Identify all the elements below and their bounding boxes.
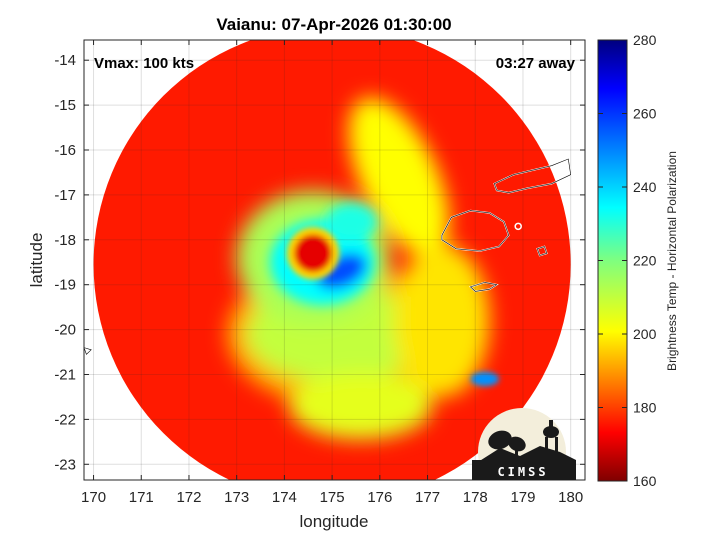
eyewall-north (324, 202, 378, 241)
grid-lines (84, 40, 585, 480)
y-tick-label: -18 (54, 232, 76, 249)
logo-text: CIMSS (497, 465, 548, 479)
y-tick-label: -17 (54, 187, 76, 204)
colorbar-tick-label: 260 (633, 106, 657, 122)
y-tick-label: -22 (54, 411, 76, 428)
y-tick-label: -23 (54, 456, 76, 473)
x-tick-label: 180 (558, 489, 583, 506)
y-tick-label: -21 (54, 366, 76, 383)
y-tick-label: -15 (54, 97, 76, 114)
outer-band-ne (348, 97, 450, 257)
y-tick-label: -14 (54, 52, 76, 69)
coastlines (84, 157, 572, 356)
coastline-vanua-levu-edge (493, 158, 572, 194)
colorbar-label: Brightness Temp - Horizontal Polarizatio… (665, 151, 679, 371)
colorbar-tick-label: 160 (633, 473, 657, 489)
colorbar-tick-label: 200 (633, 326, 657, 342)
x-tick-label: 178 (463, 489, 488, 506)
coastline-ovalau (514, 222, 522, 231)
x-tick-label: 175 (320, 489, 345, 506)
x-tick-label: 176 (367, 489, 392, 506)
coastline-lau-edge (536, 246, 548, 256)
x-axis: 170 171 172 173 174 175 176 177 178 179 180 (81, 40, 583, 506)
convective-cell (470, 371, 500, 387)
cimss-logo: CIMSS (472, 408, 576, 480)
colorbar-tick-label: 180 (633, 400, 657, 416)
eye (286, 227, 340, 280)
x-tick-label: 177 (415, 489, 440, 506)
x-tick-label: 170 (81, 489, 106, 506)
y-axis-label: latitude (27, 233, 46, 288)
axes-box (83, 39, 586, 481)
rainband-far-south (289, 372, 433, 440)
x-tick-label: 172 (176, 489, 201, 506)
colorbar-ticks: 160 180 200 220 240 260 280 (598, 32, 657, 489)
chart-title: Vaianu: 07-Apr-2026 01:30:00 (216, 15, 451, 34)
coastline-kadavu-edge (469, 282, 498, 292)
colorbar-tick-label: 220 (633, 253, 657, 269)
x-tick-label: 173 (224, 489, 249, 506)
swath-imagery (93, 40, 571, 480)
y-tick-label: -19 (54, 277, 76, 294)
x-axis-label: longitude (299, 512, 368, 531)
x-tick-label: 179 (510, 489, 535, 506)
time-offset-annotation: 03:27 away (496, 55, 576, 72)
y-tick-label: -16 (54, 142, 76, 159)
band-east (394, 244, 490, 397)
x-tick-label: 174 (272, 489, 297, 506)
coastline-viti-levu-edge (441, 210, 510, 252)
colorbar-tick-label: 280 (633, 32, 657, 48)
y-tick-label: -20 (54, 322, 76, 339)
x-tick-label: 171 (129, 489, 154, 506)
y-axis: -14 -15 -16 -17 -18 -19 -20 -21 -22 -23 (54, 52, 585, 473)
vmax-annotation: Vmax: 100 kts (94, 55, 194, 72)
colorbar-tick-label: 240 (633, 179, 657, 195)
coastline-islet-edge (84, 347, 92, 355)
